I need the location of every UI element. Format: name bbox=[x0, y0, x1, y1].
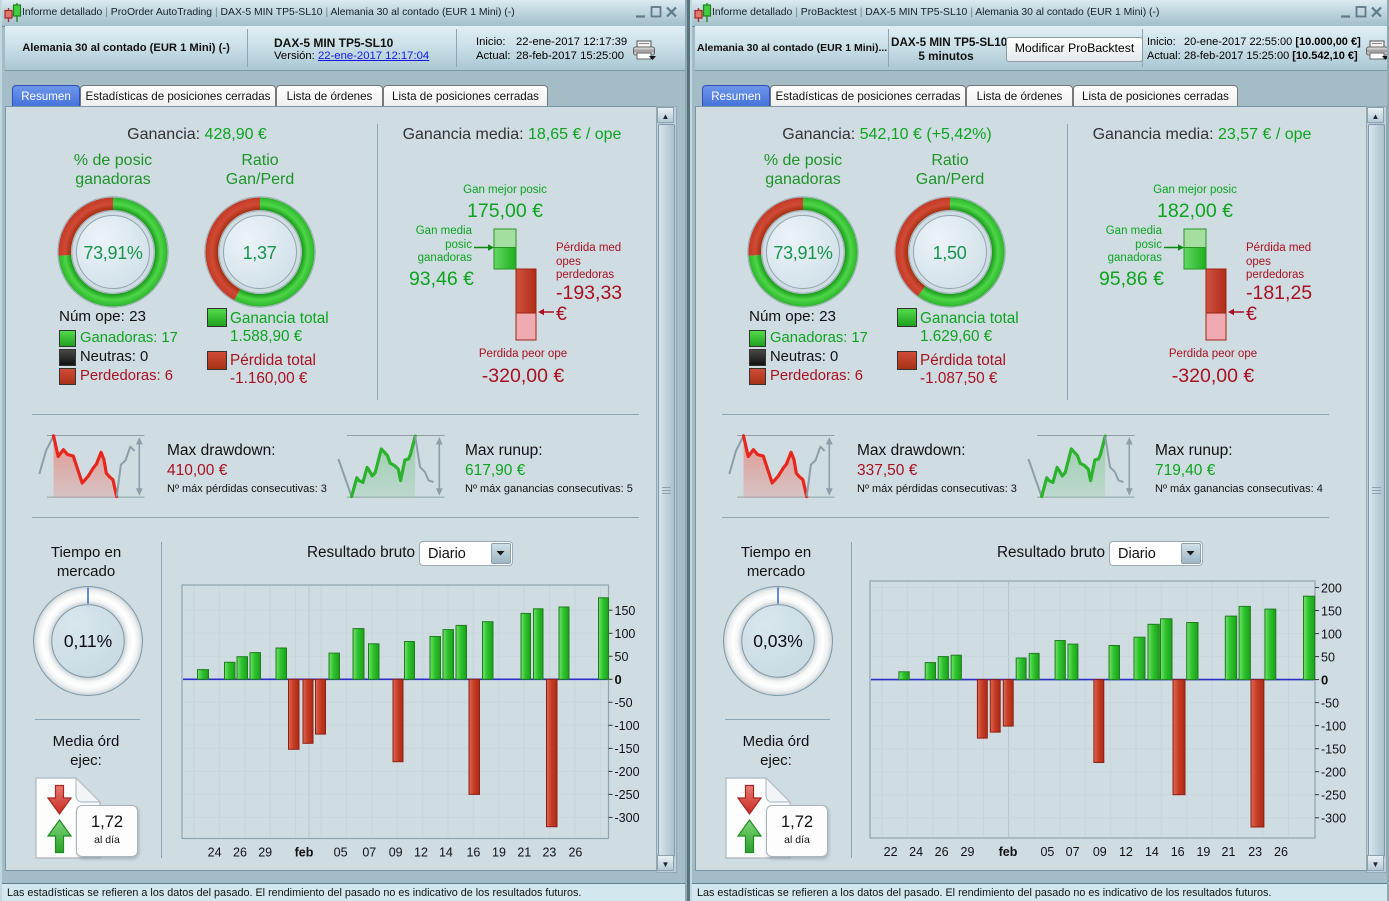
svg-text:05: 05 bbox=[334, 845, 348, 859]
svg-text:09: 09 bbox=[389, 845, 403, 859]
svg-text:150: 150 bbox=[615, 604, 636, 618]
svg-text:29: 29 bbox=[961, 845, 975, 859]
svg-text:feb: feb bbox=[295, 845, 314, 859]
svg-text:0: 0 bbox=[615, 672, 622, 687]
svg-text:09: 09 bbox=[1093, 845, 1107, 859]
svg-text:100: 100 bbox=[1321, 627, 1342, 641]
svg-text:-50: -50 bbox=[1321, 696, 1339, 710]
svg-text:0: 0 bbox=[1321, 672, 1328, 687]
svg-text:26: 26 bbox=[1274, 845, 1288, 859]
svg-text:feb: feb bbox=[999, 845, 1018, 859]
svg-text:19: 19 bbox=[492, 845, 506, 859]
svg-text:16: 16 bbox=[1171, 845, 1185, 859]
svg-text:24: 24 bbox=[208, 845, 222, 859]
svg-text:23: 23 bbox=[542, 845, 556, 859]
svg-text:-250: -250 bbox=[1321, 789, 1346, 803]
svg-text:-150: -150 bbox=[615, 742, 640, 756]
svg-text:100: 100 bbox=[615, 627, 636, 641]
svg-text:21: 21 bbox=[517, 845, 531, 859]
svg-text:05: 05 bbox=[1040, 845, 1054, 859]
svg-text:-200: -200 bbox=[1321, 766, 1346, 780]
svg-text:19: 19 bbox=[1196, 845, 1210, 859]
svg-text:12: 12 bbox=[1119, 845, 1133, 859]
svg-text:16: 16 bbox=[466, 845, 480, 859]
svg-text:29: 29 bbox=[258, 845, 272, 859]
svg-text:26: 26 bbox=[568, 845, 582, 859]
svg-text:12: 12 bbox=[414, 845, 428, 859]
svg-text:24: 24 bbox=[909, 845, 923, 859]
svg-text:22: 22 bbox=[884, 845, 898, 859]
svg-text:-300: -300 bbox=[615, 811, 640, 825]
svg-text:-100: -100 bbox=[615, 719, 640, 733]
svg-text:14: 14 bbox=[1145, 845, 1159, 859]
svg-text:-100: -100 bbox=[1321, 719, 1346, 733]
svg-text:26: 26 bbox=[233, 845, 247, 859]
svg-text:26: 26 bbox=[935, 845, 949, 859]
svg-text:-50: -50 bbox=[615, 696, 633, 710]
svg-text:50: 50 bbox=[615, 650, 629, 664]
svg-text:-300: -300 bbox=[1321, 812, 1346, 826]
svg-text:-200: -200 bbox=[615, 765, 640, 779]
svg-text:23: 23 bbox=[1248, 845, 1262, 859]
svg-text:21: 21 bbox=[1222, 845, 1236, 859]
svg-text:150: 150 bbox=[1321, 604, 1342, 618]
svg-text:50: 50 bbox=[1321, 650, 1335, 664]
svg-text:07: 07 bbox=[362, 845, 376, 859]
svg-text:200: 200 bbox=[1321, 581, 1342, 595]
svg-text:14: 14 bbox=[439, 845, 453, 859]
svg-text:-150: -150 bbox=[1321, 743, 1346, 757]
svg-text:-250: -250 bbox=[615, 788, 640, 802]
svg-text:07: 07 bbox=[1066, 845, 1080, 859]
